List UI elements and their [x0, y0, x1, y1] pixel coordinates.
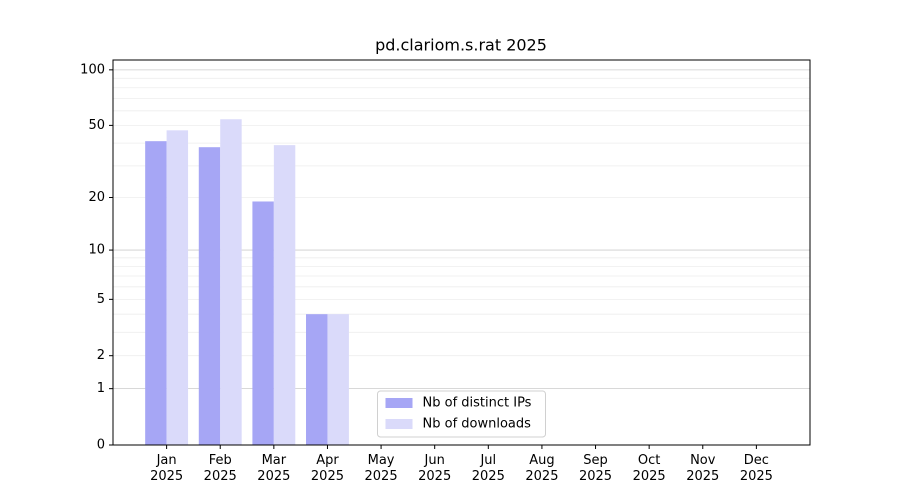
- x-tick-label: Dec 2025: [739, 453, 773, 484]
- bar: [327, 314, 349, 445]
- bar: [198, 147, 221, 445]
- legend-label: Nb of distinct IPs: [423, 396, 532, 411]
- y-tick-label: 20: [88, 190, 105, 205]
- legend-frame: [377, 390, 546, 438]
- chart-title: pd.clariom.s.rat 2025: [375, 36, 547, 55]
- x-tick-label: Jun 2025: [418, 453, 452, 484]
- y-tick-label: 1: [97, 381, 105, 396]
- y-tick-label: 50: [88, 118, 105, 133]
- bar: [220, 119, 242, 445]
- bar: [306, 314, 328, 445]
- x-tick-label: Jan 2025: [150, 453, 184, 484]
- bar: [166, 130, 189, 445]
- legend-swatch: [385, 398, 413, 408]
- bar: [252, 201, 274, 445]
- x-tick-label: Mar 2025: [257, 453, 291, 484]
- y-tick-label: 5: [97, 292, 105, 307]
- bar: [145, 141, 167, 445]
- bar: [273, 145, 296, 446]
- y-tick-label: 2: [97, 348, 105, 363]
- x-tick-label: Aug 2025: [525, 453, 559, 484]
- y-tick-label: 10: [88, 243, 105, 258]
- x-tick-label: Oct 2025: [632, 453, 666, 484]
- y-tick-label: 0: [97, 438, 105, 453]
- y-tick-label: 100: [80, 62, 105, 77]
- legend-swatch: [385, 419, 413, 429]
- x-tick-label: Nov 2025: [686, 453, 720, 484]
- x-tick-label: Sep 2025: [578, 453, 613, 484]
- x-tick-label: Feb 2025: [203, 453, 237, 484]
- x-tick-label: May 2025: [364, 453, 398, 484]
- x-tick-label: Jul 2025: [471, 453, 505, 484]
- x-tick-label: Apr 2025: [310, 453, 344, 484]
- plot-frame: [112, 59, 811, 446]
- legend: Nb of distinct IPs Nb of downloads: [377, 390, 546, 438]
- legend-label: Nb of downloads: [423, 417, 532, 432]
